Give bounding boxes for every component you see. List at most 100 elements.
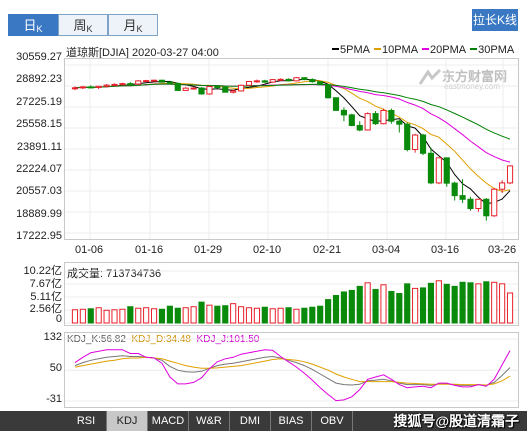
candlestick: [340, 107, 347, 122]
ma-legend: 5PMA 10PMA 20PMA 30PMA: [328, 44, 514, 56]
date-tick: 01-06: [75, 244, 104, 256]
candlestick: [499, 180, 506, 193]
price-tick: 17222.95: [16, 230, 62, 243]
volume-bar: [435, 280, 442, 324]
date-tick: 03-04: [372, 244, 401, 256]
volume-bar: [427, 282, 435, 324]
volume-bar: [483, 281, 490, 324]
volume-bar: [87, 308, 94, 324]
candlestick: [261, 79, 268, 83]
volume-bar: [230, 303, 237, 324]
volume-bar: [309, 306, 316, 324]
volume-bar: [150, 308, 158, 324]
volume-bar: [245, 307, 253, 324]
volume-bar: [143, 307, 150, 324]
volume-bar: [166, 305, 173, 324]
candlestick: [396, 119, 403, 133]
volume-bar: [301, 307, 308, 324]
volume-bar: [459, 281, 466, 324]
candlestick: [332, 97, 340, 112]
volume-bar: [404, 283, 411, 324]
candlestick: [317, 81, 324, 86]
kdj-j-line: [74, 349, 511, 402]
volume-bar: [293, 308, 300, 324]
tab-day-k[interactable]: 日K: [8, 14, 58, 36]
candlestick: [238, 84, 245, 92]
price-tick: 28892.23: [16, 73, 62, 86]
indicator-tab-rsi[interactable]: RSI: [66, 411, 107, 431]
candlestick: [158, 79, 166, 83]
tab-month-k[interactable]: 月K: [108, 14, 158, 36]
candlestick: [372, 111, 379, 125]
volume-bar: [467, 282, 474, 324]
candlestick: [380, 108, 387, 125]
indicator-tab-macd[interactable]: MACD: [148, 411, 189, 431]
candlestick: [190, 87, 197, 90]
volume-tick: 5.11亿: [30, 290, 62, 303]
tab-week-k[interactable]: 周K: [58, 14, 108, 36]
volume-panel[interactable]: 成交量: 713734736: [64, 262, 519, 326]
indicator-tab-obv[interactable]: OBV: [312, 411, 353, 431]
candlestick: [364, 112, 371, 131]
candlestick: [325, 84, 332, 99]
candlestick: [166, 81, 173, 85]
volume-bar: [499, 283, 506, 324]
ma-line: [74, 83, 511, 163]
date-tick: 02-10: [253, 244, 282, 256]
ma-label: 10PMA: [381, 44, 419, 56]
volume-bar: [380, 284, 387, 324]
volume-bar: [475, 283, 482, 324]
volume-bar: [190, 306, 197, 324]
kline-chart: [65, 59, 518, 239]
volume-bar: [451, 285, 458, 324]
volume-bar: [443, 283, 450, 324]
candlestick: [309, 78, 316, 83]
volume-bar: [412, 287, 419, 324]
volume-bar: [348, 289, 355, 324]
candlestick: [79, 85, 86, 90]
kdj-tick: 132: [43, 331, 62, 343]
candlestick: [245, 80, 253, 86]
candlestick: [404, 122, 411, 152]
volume-bar: [372, 288, 379, 324]
chart-info: 道琼斯[DJIA] 2020-03-27 04:00: [66, 47, 219, 59]
indicator-tab-dmi[interactable]: DMI: [230, 411, 271, 431]
candlestick: [293, 77, 300, 82]
volume-bar: [214, 305, 221, 324]
candlestick: [87, 85, 94, 89]
candlestick: [419, 133, 427, 156]
candlestick: [491, 187, 498, 217]
indicator-tab-bias[interactable]: BIAS: [271, 411, 312, 431]
price-tick: 23891.11: [16, 140, 62, 153]
candlestick: [143, 79, 150, 83]
candlestick: [388, 108, 395, 124]
candlestick: [412, 133, 419, 153]
kline-panel[interactable]: [64, 58, 519, 240]
volume-bar: [71, 309, 79, 324]
volume-bar: [198, 301, 205, 324]
indicator-tab-kdj[interactable]: KDJ: [107, 411, 148, 431]
kdj-panel[interactable]: KDJ_K:56.82 KDJ_D:34.48 KDJ_J:101.50: [64, 332, 519, 408]
indicator-tab-wr[interactable]: W&R: [189, 411, 230, 431]
volume-bar: [340, 291, 347, 324]
volume-bar: [317, 305, 324, 324]
stretch-kline-button[interactable]: 拉长K线: [472, 9, 518, 31]
candlestick: [206, 85, 213, 95]
candlestick: [127, 82, 134, 86]
candlestick: [71, 86, 79, 91]
watermark: 搜狐号@股道清霜子: [393, 413, 519, 429]
candlestick: [506, 165, 514, 185]
volume-bar: [506, 292, 514, 324]
volume-bar: [238, 306, 245, 324]
volume-bar: [222, 305, 229, 324]
candlestick: [301, 77, 308, 81]
candlestick: [150, 79, 158, 82]
volume-bar: [277, 307, 284, 324]
kdj-tick: 50: [49, 362, 62, 375]
volume-bar: [111, 309, 118, 324]
candlestick: [435, 157, 442, 185]
ma-swatch: [373, 48, 381, 50]
candlestick: [277, 78, 284, 81]
candlestick: [95, 85, 102, 90]
candlestick: [198, 87, 205, 95]
